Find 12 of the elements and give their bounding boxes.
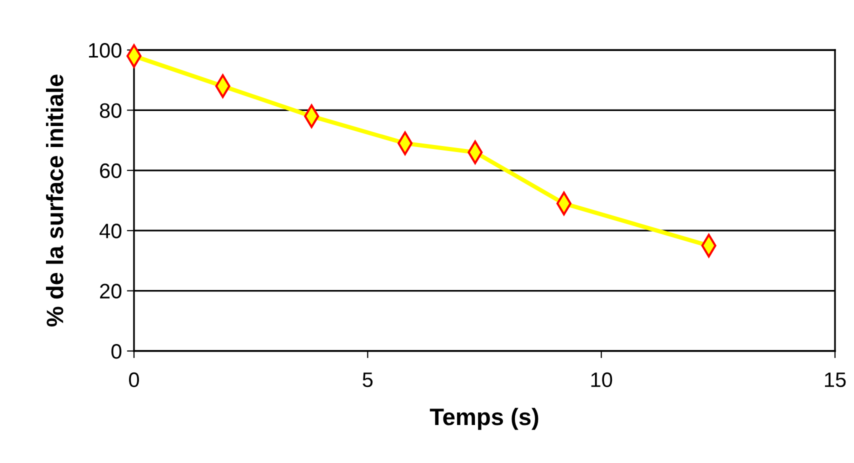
y-axis-title: % de la surface initiale xyxy=(46,74,64,327)
x-tick-label: 5 xyxy=(362,372,373,388)
x-tick-label: 10 xyxy=(591,372,612,388)
y-tick-label: 80 xyxy=(100,103,122,118)
y-tick-label: 100 xyxy=(89,43,122,58)
y-tick-label: 40 xyxy=(100,224,122,238)
y-tick-label: 60 xyxy=(100,163,122,178)
y-tick-label: 0 xyxy=(111,344,122,359)
x-axis-title: Temps (s) xyxy=(430,408,538,430)
y-tick-label: 20 xyxy=(100,284,122,299)
x-tick-label: 0 xyxy=(129,372,139,388)
x-tick-label: 15 xyxy=(825,372,846,388)
